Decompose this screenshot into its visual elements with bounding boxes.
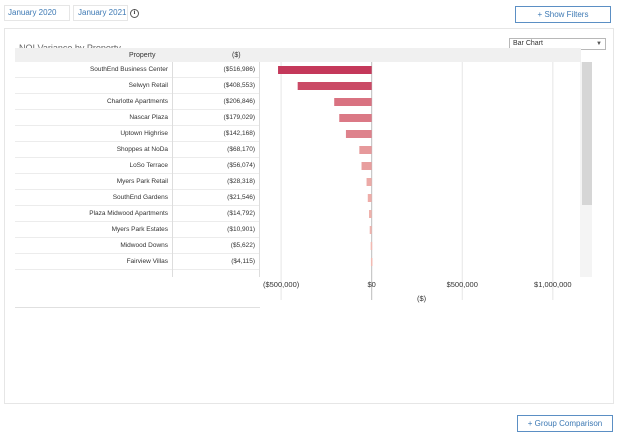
property-name-cell: Shoppes at NoDa	[15, 142, 172, 158]
property-value-cell: ($5,622)	[173, 238, 259, 254]
table-header-row	[15, 48, 581, 62]
property-name-cell: SouthEnd Gardens	[15, 190, 172, 206]
bar-6[interactable]	[361, 162, 372, 170]
property-value-cell: ($68,170)	[173, 142, 259, 158]
scrollbar-thumb[interactable]	[582, 62, 592, 205]
property-value-cell: ($206,846)	[173, 94, 259, 110]
property-column-header[interactable]: Property	[129, 52, 156, 59]
start-date-link[interactable]: January 2020	[8, 8, 57, 17]
property-name-cell: SouthEnd Business Center	[15, 62, 172, 78]
bar-0[interactable]	[278, 66, 372, 74]
property-name-cell: LoSo Terrace	[15, 158, 172, 174]
property-value-cell: ($28,318)	[173, 174, 259, 190]
property-value-cell: ($21,546)	[173, 190, 259, 206]
x-tick-label: $1,000,000	[534, 280, 572, 289]
bar-8[interactable]	[367, 194, 372, 202]
chevron-down-icon: ▼	[596, 41, 602, 47]
bar-12[interactable]	[370, 258, 373, 266]
end-date-link[interactable]: January 2021	[78, 8, 127, 17]
property-names-column: SouthEnd Business Center Selwyn Retail Cha…	[15, 62, 173, 277]
end-date-box[interactable]	[73, 5, 128, 21]
bar-9[interactable]	[369, 210, 372, 218]
value-column-header[interactable]: ($)	[232, 52, 241, 59]
info-circle-icon[interactable]: i	[130, 9, 139, 18]
x-axis-label: ($)	[417, 294, 427, 303]
show-filters-button[interactable]: + Show Filters	[515, 6, 611, 23]
property-value-cell: ($4,115)	[173, 254, 259, 270]
bar-7[interactable]	[366, 178, 372, 186]
chart-type-select-value: Bar Chart	[513, 40, 543, 47]
property-name-cell: Charlotte Apartments	[15, 94, 172, 110]
table-bottom-divider	[15, 307, 260, 308]
property-name-cell: Myers Park Estates	[15, 222, 172, 238]
start-date-box[interactable]	[4, 5, 70, 21]
group-comparison-button[interactable]: + Group Comparison	[517, 415, 613, 432]
x-tick-label: ($500,000)	[262, 280, 300, 289]
property-name-cell: Plaza Midwood Apartments	[15, 206, 172, 222]
property-value-cell: ($179,029)	[173, 110, 259, 126]
property-value-cell: ($142,168)	[173, 126, 259, 142]
property-value-cell: ($10,901)	[173, 222, 259, 238]
bar-5[interactable]	[359, 146, 372, 154]
bar-2[interactable]	[334, 98, 372, 106]
property-value-cell: ($408,553)	[173, 78, 259, 94]
property-name-cell: Nascar Plaza	[15, 110, 172, 126]
x-tick-label: $500,000	[446, 280, 478, 289]
bar-11[interactable]	[370, 242, 373, 250]
property-name-cell: Uptown Highrise	[15, 126, 172, 142]
property-value-cell: ($56,074)	[173, 158, 259, 174]
property-values-column: ($516,986) ($408,553) ($206,846) ($179,029)…	[173, 62, 260, 277]
property-name-cell: Myers Park Retail	[15, 174, 172, 190]
x-tick-label: $0	[367, 280, 376, 289]
bar-4[interactable]	[345, 130, 372, 138]
property-name-cell: Selwyn Retail	[15, 78, 172, 94]
bar-1[interactable]	[297, 82, 372, 90]
chart-panel: NOI Variance by Property Bar Chart ▼	[4, 28, 614, 404]
property-value-cell: ($516,986)	[173, 62, 259, 78]
property-name-cell: Fairview Villas	[15, 254, 172, 270]
bar-10[interactable]	[369, 226, 372, 234]
property-name-cell: Midwood Downs	[15, 238, 172, 254]
bar-3[interactable]	[339, 114, 372, 122]
property-value-cell: ($14,792)	[173, 206, 259, 222]
